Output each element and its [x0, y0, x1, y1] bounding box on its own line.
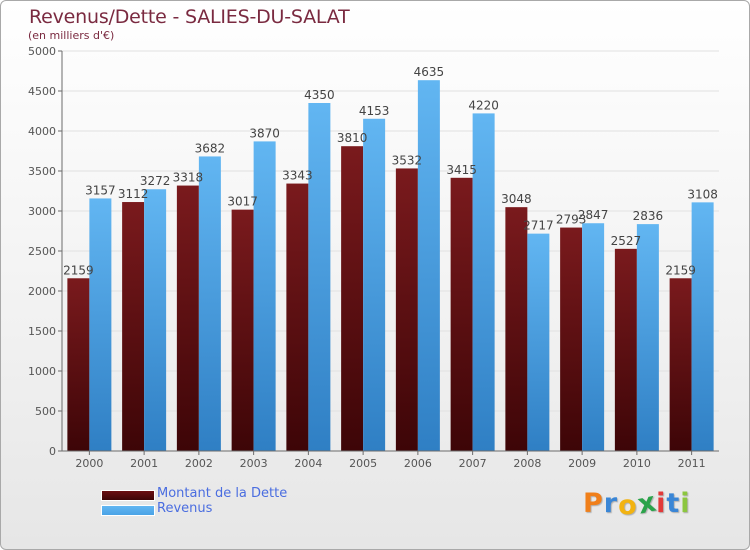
logo-letter: i [656, 488, 667, 519]
bar-debt [614, 248, 637, 451]
x-tick-label: 2008 [513, 457, 541, 470]
x-tick-label: 2006 [404, 457, 432, 470]
x-tick-label: 2002 [185, 457, 213, 470]
data-label-debt: 3112 [118, 187, 149, 201]
data-label-revenue: 3682 [195, 141, 226, 155]
data-label-revenue: 3870 [249, 126, 280, 140]
y-tick-label: 4500 [28, 85, 56, 98]
bar-revenue [198, 156, 221, 451]
data-label-revenue: 3157 [85, 183, 116, 197]
data-label-debt: 2159 [63, 263, 94, 277]
data-label-debt: 3318 [173, 171, 204, 185]
x-tick-label: 2001 [130, 457, 158, 470]
y-tick-label: 3500 [28, 165, 56, 178]
bar-debt [176, 185, 199, 451]
logo-letter: P [583, 488, 604, 519]
bar-debt [560, 227, 583, 451]
y-tick-label: 500 [35, 405, 56, 418]
y-tick-label: 3000 [28, 205, 56, 218]
legend-label-debt: Montant de la Dette [157, 486, 288, 501]
bar-debt [286, 183, 309, 451]
data-label-revenue: 4350 [304, 88, 335, 102]
data-label-debt: 3415 [446, 163, 477, 177]
y-tick-label: 2000 [28, 285, 56, 298]
bar-revenue [253, 141, 276, 451]
proxiti-logo: Proxiti [583, 486, 691, 521]
y-tick-label: 2500 [28, 245, 56, 258]
y-tick-label: 1000 [28, 365, 56, 378]
data-label-revenue: 2847 [578, 208, 609, 222]
legend-swatch-revenue [101, 505, 155, 516]
data-label-revenue: 4635 [414, 65, 445, 79]
bar-debt [122, 202, 145, 451]
bar-revenue [363, 118, 386, 451]
data-label-revenue: 3272 [140, 174, 171, 188]
bar-debt [505, 207, 528, 451]
x-tick-label: 2004 [294, 457, 322, 470]
data-label-debt: 3343 [282, 169, 313, 183]
bar-revenue [691, 202, 714, 451]
logo-letter: r [603, 488, 619, 519]
bar-debt [67, 278, 90, 451]
bar-revenue [472, 113, 495, 452]
data-label-debt: 2159 [665, 263, 696, 277]
y-tick-label: 0 [49, 445, 56, 458]
data-label-revenue: 4153 [359, 104, 390, 118]
x-tick-label: 2011 [678, 457, 706, 470]
y-tick-label: 1500 [28, 325, 56, 338]
data-label-debt: 2527 [611, 234, 642, 248]
data-label-revenue: 4220 [468, 98, 499, 112]
logo-letter: o [618, 490, 638, 521]
data-label-debt: 3810 [337, 131, 368, 145]
data-label-revenue: 2717 [523, 219, 554, 233]
chart-subtitle: (en milliers d'€) [28, 29, 115, 42]
bar-revenue [527, 233, 550, 451]
logo-letter: i [680, 488, 691, 519]
y-tick-label: 5000 [28, 45, 56, 58]
bar-revenue [144, 189, 167, 452]
data-label-debt: 3048 [501, 192, 532, 206]
x-tick-label: 2009 [568, 457, 596, 470]
x-tick-label: 2007 [459, 457, 487, 470]
x-tick-label: 2005 [349, 457, 377, 470]
bar-revenue [636, 224, 659, 451]
data-label-debt: 3017 [227, 195, 258, 209]
data-label-revenue: 3108 [687, 187, 718, 201]
bar-debt [669, 278, 692, 451]
bar-revenue [308, 103, 331, 451]
x-tick-label: 2000 [75, 457, 103, 470]
chart-title: Revenus/Dette - SALIES-DU-SALAT [29, 6, 350, 28]
bar-debt [231, 209, 254, 451]
bar-debt [395, 168, 418, 451]
legend-swatch-debt [101, 490, 155, 501]
x-tick-label: 2010 [623, 457, 651, 470]
data-label-debt: 3532 [392, 153, 423, 167]
data-label-revenue: 2836 [633, 209, 664, 223]
legend-label-revenue: Revenus [157, 501, 213, 516]
bar-revenue [582, 223, 605, 451]
logo-letter: t [666, 488, 681, 519]
y-tick-label: 4000 [28, 125, 56, 138]
x-tick-label: 2003 [240, 457, 268, 470]
data-label-debt: 2793 [556, 213, 587, 227]
bar-revenue [89, 198, 112, 451]
bar-revenue [417, 80, 440, 451]
bar-debt [341, 146, 364, 451]
bar-debt [450, 177, 473, 452]
